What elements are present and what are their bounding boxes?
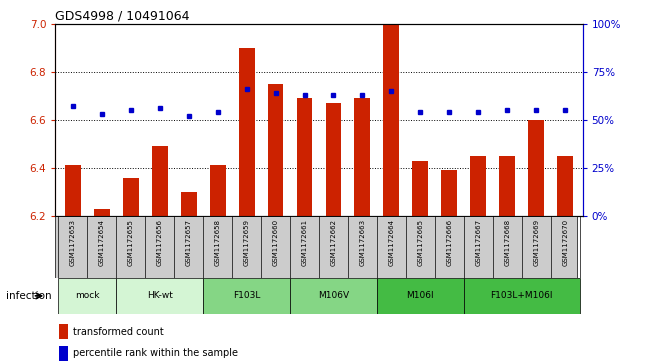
Bar [441, 170, 458, 216]
Bar [377, 278, 464, 314]
Text: F103L: F103L [233, 291, 260, 300]
Text: transformed count: transformed count [73, 327, 163, 337]
Bar [180, 192, 197, 216]
Bar [210, 166, 225, 216]
Bar [203, 278, 290, 314]
Bar [238, 48, 255, 216]
Text: M106V: M106V [318, 291, 349, 300]
Text: GSM1172658: GSM1172658 [215, 219, 221, 266]
Text: GSM1172657: GSM1172657 [186, 219, 191, 266]
Bar [268, 84, 283, 216]
Text: HK-wt: HK-wt [146, 291, 173, 300]
Text: mock: mock [75, 291, 100, 300]
Bar [152, 146, 167, 216]
Text: GSM1172669: GSM1172669 [533, 219, 539, 266]
Bar [94, 209, 109, 216]
Text: GSM1172655: GSM1172655 [128, 219, 133, 266]
Bar [471, 156, 486, 216]
Text: F103L+M106I: F103L+M106I [491, 291, 553, 300]
Bar [529, 120, 544, 216]
Text: GSM1172656: GSM1172656 [157, 219, 163, 266]
Text: GSM1172666: GSM1172666 [447, 219, 452, 266]
Text: GSM1172661: GSM1172661 [301, 219, 307, 266]
Bar [326, 103, 341, 216]
Bar [413, 161, 428, 216]
Text: M106I: M106I [407, 291, 434, 300]
Bar [297, 98, 312, 216]
Bar [290, 278, 377, 314]
Bar [464, 278, 580, 314]
Text: GSM1172665: GSM1172665 [417, 219, 423, 266]
Text: GSM1172667: GSM1172667 [475, 219, 481, 266]
Text: percentile rank within the sample: percentile rank within the sample [73, 348, 238, 358]
Text: GSM1172660: GSM1172660 [273, 219, 279, 266]
Bar [499, 156, 516, 216]
Text: GSM1172663: GSM1172663 [359, 219, 365, 266]
Text: infection: infection [7, 291, 52, 301]
Bar [383, 24, 400, 216]
Bar [59, 324, 68, 339]
Text: GSM1172664: GSM1172664 [389, 219, 395, 266]
Bar [64, 166, 81, 216]
FancyBboxPatch shape [55, 216, 577, 278]
Text: GSM1172653: GSM1172653 [70, 219, 76, 266]
Text: GSM1172659: GSM1172659 [243, 219, 249, 266]
Text: GSM1172654: GSM1172654 [99, 219, 105, 266]
Bar [58, 278, 116, 314]
Bar [116, 278, 203, 314]
Text: GDS4998 / 10491064: GDS4998 / 10491064 [55, 9, 190, 23]
Bar [59, 346, 68, 361]
Text: GSM1172668: GSM1172668 [505, 219, 510, 266]
Bar [557, 156, 574, 216]
Bar [122, 178, 139, 216]
Text: GSM1172670: GSM1172670 [562, 219, 568, 266]
Bar [355, 98, 370, 216]
Text: GSM1172662: GSM1172662 [331, 219, 337, 266]
